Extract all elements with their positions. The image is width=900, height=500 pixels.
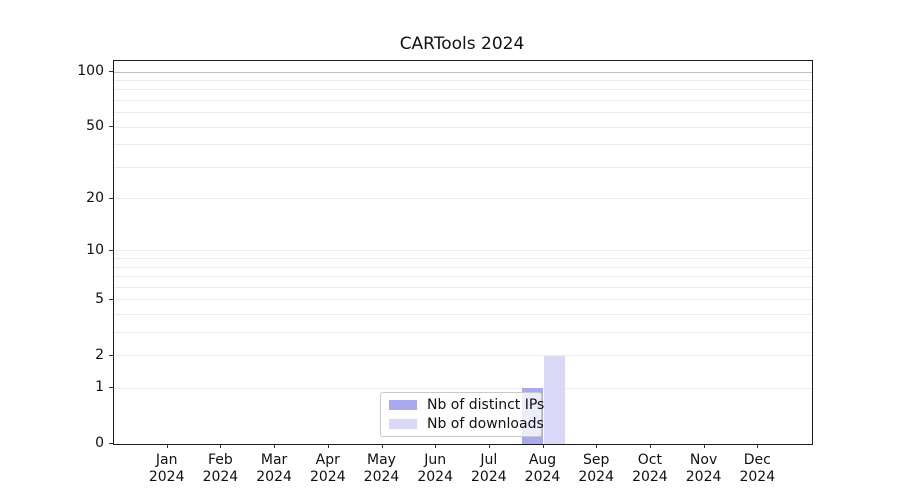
gridline-y-6 xyxy=(114,286,812,288)
y-tick-label-2: 2 xyxy=(95,346,104,363)
x-tick-mark-1 xyxy=(220,444,222,448)
gridline-y-80 xyxy=(114,89,812,91)
gridline-y-10 xyxy=(114,250,812,252)
x-tick-label-0: Jan 2024 xyxy=(148,452,185,485)
gridline-y-8 xyxy=(114,266,812,268)
y-tick-mark-20 xyxy=(109,197,113,199)
gridline-y-9 xyxy=(114,258,812,259)
gridline-y-40 xyxy=(114,144,812,146)
gridline-y-4 xyxy=(114,313,812,315)
y-tick-label-5: 5 xyxy=(95,290,104,307)
x-tick-label-4: May 2024 xyxy=(363,452,400,485)
gridline-y-7 xyxy=(114,276,812,277)
y-tick-mark-100 xyxy=(109,71,113,73)
x-tick-label-9: Oct 2024 xyxy=(632,452,668,485)
x-tick-label-3: Apr 2024 xyxy=(309,452,346,485)
gridline-y-90 xyxy=(114,80,812,82)
x-tick-mark-10 xyxy=(703,444,705,448)
x-tick-mark-11 xyxy=(757,444,759,448)
x-tick-label-10: Nov 2024 xyxy=(685,452,722,485)
y-tick-label-0: 0 xyxy=(95,435,104,451)
gridline-y-5 xyxy=(114,299,812,301)
legend-label-downloads: Nb of downloads xyxy=(427,415,544,432)
y-tick-mark-5 xyxy=(109,298,113,300)
gridline-y-1 xyxy=(114,387,812,389)
x-tick-label-8: Sep 2024 xyxy=(578,452,614,485)
legend-row-distinct-ips: Nb of distinct IPs xyxy=(389,397,544,413)
y-tick-mark-0 xyxy=(109,443,113,444)
y-tick-mark-2 xyxy=(109,354,113,356)
legend-swatch-downloads xyxy=(389,418,417,429)
x-tick-mark-7 xyxy=(542,444,544,448)
y-tick-label-20: 20 xyxy=(86,189,104,206)
plot-area: Nb of distinct IPs Nb of downloads xyxy=(113,60,813,445)
gridline-y-70 xyxy=(114,100,812,102)
x-tick-mark-3 xyxy=(327,444,329,448)
legend-row-downloads: Nb of downloads xyxy=(389,416,544,432)
y-tick-label-50: 50 xyxy=(86,118,104,135)
gridline-y-30 xyxy=(114,166,812,168)
gridline-y-20 xyxy=(114,198,812,200)
y-tick-mark-1 xyxy=(109,387,113,389)
y-tick-mark-50 xyxy=(109,126,113,128)
x-tick-label-5: Jun 2024 xyxy=(417,452,453,485)
x-tick-mark-8 xyxy=(596,444,598,448)
y-tick-label-100: 100 xyxy=(77,63,104,80)
y-tick-label-10: 10 xyxy=(86,241,104,258)
bar-downloads-aug-2024 xyxy=(543,355,565,444)
x-tick-mark-5 xyxy=(435,444,437,448)
legend-swatch-distinct-ips xyxy=(389,400,417,411)
x-tick-mark-4 xyxy=(381,444,383,448)
x-tick-mark-2 xyxy=(274,444,276,448)
legend-label-distinct-ips: Nb of distinct IPs xyxy=(427,397,545,414)
x-tick-label-2: Mar 2024 xyxy=(256,452,292,485)
gridline-y-50 xyxy=(114,126,812,128)
gridline-y-3 xyxy=(114,331,812,333)
y-tick-label-1: 1 xyxy=(95,379,104,396)
gridline-y-100 xyxy=(114,71,812,73)
chart-title: CARTools 2024 xyxy=(399,34,525,54)
x-tick-label-6: Jul 2024 xyxy=(470,452,507,485)
gridline-y-60 xyxy=(114,112,812,114)
x-tick-mark-6 xyxy=(488,444,490,448)
gridline-y-2 xyxy=(114,355,812,356)
legend: Nb of distinct IPs Nb of downloads xyxy=(380,392,544,437)
x-tick-mark-9 xyxy=(649,444,651,448)
x-tick-label-1: Feb 2024 xyxy=(202,452,239,485)
x-tick-mark-0 xyxy=(166,444,168,448)
x-tick-label-7: Aug 2024 xyxy=(524,452,561,485)
y-tick-mark-10 xyxy=(109,249,113,251)
x-tick-label-11: Dec 2024 xyxy=(739,452,776,485)
